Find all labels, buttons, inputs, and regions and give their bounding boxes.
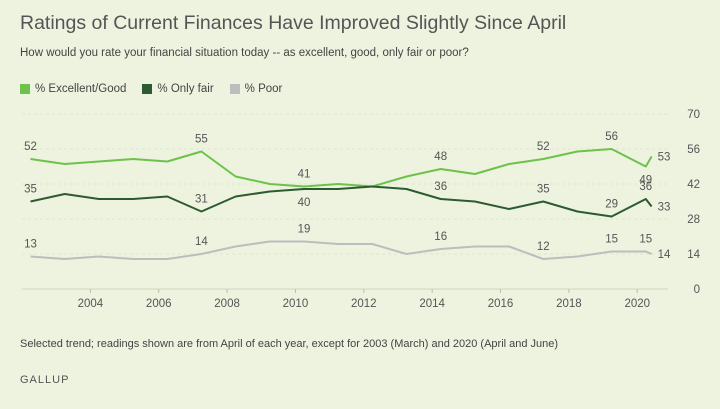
data-label: 52 <box>537 141 550 153</box>
line-chart: 0 14 28 42 56 70 2004 2006 2008 2010 2012 2014 2016 2… <box>22 109 701 310</box>
data-label: 31 <box>195 194 208 206</box>
x-tick-label: 2014 <box>419 298 445 310</box>
chart-subtitle: How would you rate your financial situat… <box>20 47 469 59</box>
y-tick-label: 0 <box>694 284 700 296</box>
data-label: 19 <box>298 224 311 236</box>
data-label: 14 <box>658 249 671 261</box>
series-line-excellent-good <box>30 148 653 188</box>
legend-item-poor: % Poor <box>229 83 283 95</box>
data-label: 35 <box>24 184 37 196</box>
data-label: 29 <box>605 199 618 211</box>
data-label: 49 <box>639 175 652 187</box>
x-tick-label: 2006 <box>146 298 172 310</box>
data-label: 15 <box>639 234 652 246</box>
legend-swatch-excellent-good <box>20 84 30 94</box>
y-tick-label: 70 <box>687 109 700 121</box>
chart-title: Ratings of Current Finances Have Improve… <box>20 12 567 34</box>
data-label: 36 <box>434 181 447 193</box>
x-tick-label: 2018 <box>556 298 582 310</box>
data-label: 15 <box>605 234 618 246</box>
data-label: 33 <box>658 202 671 214</box>
legend-item-only-fair: % Only fair <box>142 83 214 95</box>
legend-swatch-poor <box>229 84 240 94</box>
data-label: 56 <box>605 131 618 143</box>
data-label: 13 <box>24 239 37 251</box>
data-label: 41 <box>298 169 311 181</box>
data-label: 35 <box>537 184 550 196</box>
chart-legend: % Excellent/Good % Only fair % Poor <box>20 83 282 95</box>
data-label: 55 <box>195 134 208 146</box>
data-label: 16 <box>434 231 447 243</box>
y-tick-label: 56 <box>687 144 700 156</box>
chart-footnote: Selected trend; readings shown are from … <box>20 338 559 350</box>
data-label: 14 <box>195 236 208 248</box>
data-label: 36 <box>639 181 652 193</box>
y-tick-label: 28 <box>687 214 700 226</box>
x-tick-label: 2004 <box>78 298 104 310</box>
series-line-only-fair <box>30 185 653 218</box>
data-label: 48 <box>434 151 447 163</box>
legend-label-only-fair: % Only fair <box>157 83 214 95</box>
legend-item-excellent-good: % Excellent/Good <box>20 83 126 95</box>
y-tick-label: 42 <box>687 179 700 191</box>
legend-swatch-only-fair <box>142 84 153 94</box>
x-tick-label: 2010 <box>283 298 309 310</box>
x-tick-label: 2008 <box>214 298 240 310</box>
x-tick-label: 2016 <box>488 298 514 310</box>
data-label: 52 <box>24 141 37 153</box>
series-line-poor <box>30 240 652 260</box>
data-label: 53 <box>658 152 671 164</box>
data-label: 40 <box>298 197 311 209</box>
x-tick-label: 2020 <box>624 298 650 310</box>
source-label: GALLUP <box>20 374 70 386</box>
y-tick-label: 14 <box>687 249 700 261</box>
legend-label-poor: % Poor <box>244 83 283 95</box>
x-tick-label: 2012 <box>351 298 377 310</box>
data-label: 12 <box>537 241 550 253</box>
legend-label-excellent-good: % Excellent/Good <box>35 83 127 95</box>
